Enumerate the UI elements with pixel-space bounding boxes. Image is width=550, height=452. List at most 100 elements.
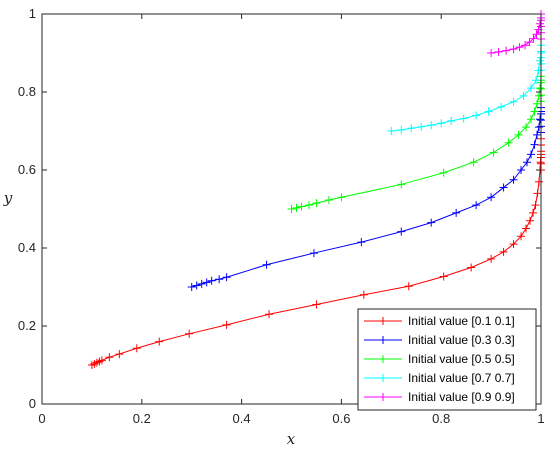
data-point-marker — [499, 183, 508, 192]
data-point-marker — [523, 158, 532, 167]
series-3 — [287, 76, 545, 213]
legend-entry: Initial value [0.7 0.7] — [364, 371, 515, 385]
data-point-marker — [447, 116, 456, 125]
x-tick-label: 1 — [537, 411, 544, 426]
data-point-marker — [207, 276, 216, 285]
data-point-marker — [527, 150, 536, 159]
data-point-marker — [359, 290, 368, 299]
data-point-marker — [497, 102, 506, 111]
data-point-marker — [427, 121, 436, 130]
data-point-marker — [439, 168, 448, 177]
data-point-marker — [535, 177, 544, 186]
data-point-marker — [97, 356, 106, 365]
legend-label: Initial value [0.5 0.5] — [408, 352, 515, 366]
data-point-marker — [487, 49, 496, 57]
data-point-marker — [532, 30, 541, 39]
data-point-marker — [526, 216, 535, 225]
data-point-marker — [417, 122, 426, 131]
x-tick-label: 0 — [38, 411, 45, 426]
data-point-marker — [529, 208, 538, 217]
legend-entry: Initial value [0.9 0.9] — [364, 390, 515, 404]
data-point-marker — [509, 97, 518, 106]
data-point-marker — [309, 249, 318, 258]
data-point-marker — [265, 310, 274, 319]
data-point-marker — [222, 273, 231, 282]
legend-marker — [379, 393, 387, 401]
data-point-marker — [467, 263, 476, 272]
data-point-marker — [202, 278, 211, 287]
data-point-marker — [187, 283, 196, 291]
data-point-marker — [529, 34, 538, 43]
data-point-marker — [522, 123, 531, 132]
data-point-marker — [489, 148, 498, 157]
y-tick-label: 0.4 — [18, 240, 36, 255]
data-point-marker — [185, 329, 194, 338]
axes-box — [41, 13, 542, 405]
data-point-marker — [324, 196, 333, 205]
data-point-marker — [387, 127, 396, 135]
data-point-marker — [494, 47, 503, 56]
data-point-marker — [509, 175, 518, 184]
y-tick-label: 0 — [29, 396, 36, 411]
axes-layer — [41, 13, 542, 405]
data-point-marker — [452, 208, 461, 217]
data-point-marker — [536, 84, 545, 93]
data-point-marker — [197, 279, 206, 288]
legend-entry: Initial value [0.3 0.3] — [364, 333, 515, 347]
data-point-marker — [397, 180, 406, 189]
x-tick-label: 0.6 — [332, 411, 350, 426]
data-point-marker — [115, 350, 124, 359]
data-point-marker — [287, 205, 296, 213]
y-tick-label: 0.2 — [18, 318, 36, 333]
data-point-marker — [535, 91, 544, 100]
data-point-marker — [222, 320, 231, 329]
data-point-marker — [517, 232, 526, 241]
data-point-marker — [487, 193, 496, 202]
data-point-marker — [397, 125, 406, 134]
data-point-marker — [192, 281, 201, 290]
data-point-marker — [532, 76, 541, 85]
legend-marker — [379, 317, 387, 325]
data-point-marker — [397, 227, 406, 236]
data-point-marker — [312, 199, 321, 208]
data-point-marker — [427, 218, 436, 227]
data-point-marker — [404, 282, 413, 291]
series-1 — [87, 150, 545, 369]
legend-label: Initial value [0.9 0.9] — [408, 390, 515, 404]
data-point-marker — [515, 43, 524, 52]
data-point-marker — [504, 138, 513, 147]
data-point-marker — [499, 247, 508, 256]
legend-label: Initial value [0.7 0.7] — [408, 371, 515, 385]
data-point-marker — [484, 107, 493, 116]
data-point-marker — [337, 193, 346, 202]
data-point-marker — [262, 260, 271, 269]
legend-entry: Initial value [0.1 0.1] — [364, 314, 515, 328]
data-point-marker — [502, 46, 511, 55]
data-point-marker — [132, 344, 141, 353]
data-point-marker — [527, 84, 536, 93]
data-point-marker — [531, 201, 540, 210]
data-point-marker — [304, 201, 313, 210]
y-tick-label: 1 — [29, 6, 36, 21]
data-point-marker — [509, 240, 518, 249]
data-point-marker — [519, 91, 528, 100]
data-point-marker — [521, 41, 530, 50]
data-point-marker — [522, 224, 531, 233]
legend-label: Initial value [0.1 0.1] — [408, 314, 515, 328]
y-tick-label: 0.8 — [18, 84, 36, 99]
data-point-marker — [292, 203, 301, 212]
ticks-layer: 0 0.2 0.4 0.6 0.8 1 0 0.2 0.4 0.6 0.8 1 — [18, 6, 545, 426]
data-point-marker — [514, 130, 523, 139]
data-point-marker — [509, 45, 518, 54]
legend-marker — [379, 374, 387, 382]
data-point-marker — [527, 115, 536, 124]
data-point-marker — [437, 119, 446, 128]
data-point-marker — [472, 111, 481, 120]
legend-entry: Initial value [0.5 0.5] — [364, 352, 515, 366]
data-point-marker — [459, 114, 468, 123]
legend-marker — [379, 336, 387, 344]
data-point-marker — [297, 202, 306, 211]
data-point-marker — [407, 124, 416, 133]
legend: Initial value [0.1 0.1] Initial value [0.… — [357, 308, 537, 411]
